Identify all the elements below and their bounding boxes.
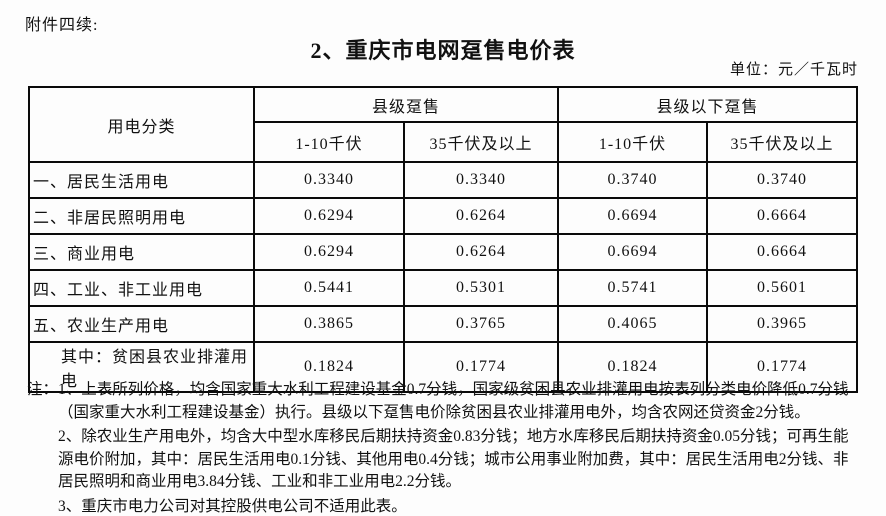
price-cell: 0.6694 xyxy=(557,197,709,235)
price-cell: 0.5441 xyxy=(253,269,405,307)
price-cell: 0.6664 xyxy=(706,197,859,235)
table-row-poor-county-irrigation: 其中：贫困县农业排灌用电 0.1824 0.1774 0.1824 0.1774 xyxy=(28,341,859,393)
note-item-1: 1、上表所列价格，均含国家重大水利工程建设基金0.7分钱，国家级贫困县农业排灌用… xyxy=(58,381,849,421)
page-title: 2、重庆市电网趸售电价表 xyxy=(310,38,576,63)
note-item-3: 3、重庆市电力公司对其控股供电公司不适用此表。 xyxy=(58,497,407,515)
price-cell: 0.3865 xyxy=(253,305,405,343)
price-cell: 0.3740 xyxy=(557,161,709,199)
row-label: 一、居民生活用电 xyxy=(28,161,255,199)
price-cell: 0.5301 xyxy=(402,269,560,307)
table-row-commercial: 三、商业用电 0.6294 0.6264 0.6694 0.6664 xyxy=(28,233,859,271)
row-label: 三、商业用电 xyxy=(28,233,255,271)
col-header-category: 用电分类 xyxy=(28,86,255,163)
price-cell: 0.5741 xyxy=(557,269,709,307)
price-cell: 0.1774 xyxy=(706,341,859,393)
price-cell: 0.3740 xyxy=(706,161,859,199)
table-row-residential: 一、居民生活用电 0.3340 0.3340 0.3740 0.3740 xyxy=(28,161,859,199)
table-header-sub-row: 1-10千伏 35千伏及以上 1-10千伏 35千伏及以上 xyxy=(29,121,859,163)
price-cell: 0.6264 xyxy=(402,197,560,235)
notes-label: 注： xyxy=(27,381,59,398)
price-cell: 0.6694 xyxy=(557,233,709,271)
row-label: 二、非居民照明用电 xyxy=(28,197,255,235)
price-cell: 0.6664 xyxy=(706,233,859,271)
price-table: 用电分类 县级趸售 县级以下趸售 1-10千伏 35千伏及以上 1-10千伏 3… xyxy=(28,86,859,393)
price-cell: 0.1824 xyxy=(253,341,405,393)
note-item-2: 2、除农业生产用电外，均含大中型水库移民后期扶持资金0.83分钱；地方水库移民后… xyxy=(58,428,849,490)
price-cell: 0.1824 xyxy=(557,341,709,393)
col-subheader-below-1-10kv: 1-10千伏 xyxy=(557,121,709,163)
row-label: 五、农业生产用电 xyxy=(28,305,255,343)
col-subheader-county-1-10kv: 1-10千伏 xyxy=(253,121,405,163)
price-cell: 0.3965 xyxy=(706,305,859,343)
row-label: 其中：贫困县农业排灌用电 xyxy=(28,341,255,393)
price-cell: 0.6294 xyxy=(253,197,405,235)
price-cell: 0.3340 xyxy=(402,161,560,199)
table-row-industrial: 四、工业、非工业用电 0.5441 0.5301 0.5741 0.5601 xyxy=(28,269,859,307)
price-cell: 0.6294 xyxy=(253,233,405,271)
notes-section: 注： 1、上表所列价格，均含国家重大水利工程建设基金0.7分钱，国家级贫困县农业… xyxy=(27,379,860,516)
col-subheader-below-35kv-up: 35千伏及以上 xyxy=(706,121,859,163)
price-cell: 0.6264 xyxy=(402,233,560,271)
price-cell: 0.5601 xyxy=(706,269,859,307)
price-cell: 0.1774 xyxy=(402,341,560,393)
price-cell: 0.4065 xyxy=(557,305,709,343)
col-group-below-county-wholesale: 县级以下趸售 xyxy=(557,86,859,123)
notes-body: 1、上表所列价格，均含国家重大水利工程建设基金0.7分钱，国家级贫困县农业排灌用… xyxy=(58,379,860,516)
col-subheader-county-35kv-up: 35千伏及以上 xyxy=(402,121,560,163)
row-label: 四、工业、非工业用电 xyxy=(28,269,255,307)
price-cell: 0.3340 xyxy=(253,161,405,199)
table-header-group-row: 用电分类 县级趸售 县级以下趸售 xyxy=(28,86,859,163)
col-group-county-wholesale: 县级趸售 xyxy=(252,86,560,123)
price-cell: 0.3765 xyxy=(402,305,560,343)
table-row-non-residential-lighting: 二、非居民照明用电 0.6294 0.6264 0.6694 0.6664 xyxy=(28,197,859,235)
attachment-label: 附件四续: xyxy=(25,17,99,34)
table-row-agricultural: 五、农业生产用电 0.3865 0.3765 0.4065 0.3965 xyxy=(28,305,859,343)
unit-label: 单位：元／千瓦时 xyxy=(729,62,858,78)
